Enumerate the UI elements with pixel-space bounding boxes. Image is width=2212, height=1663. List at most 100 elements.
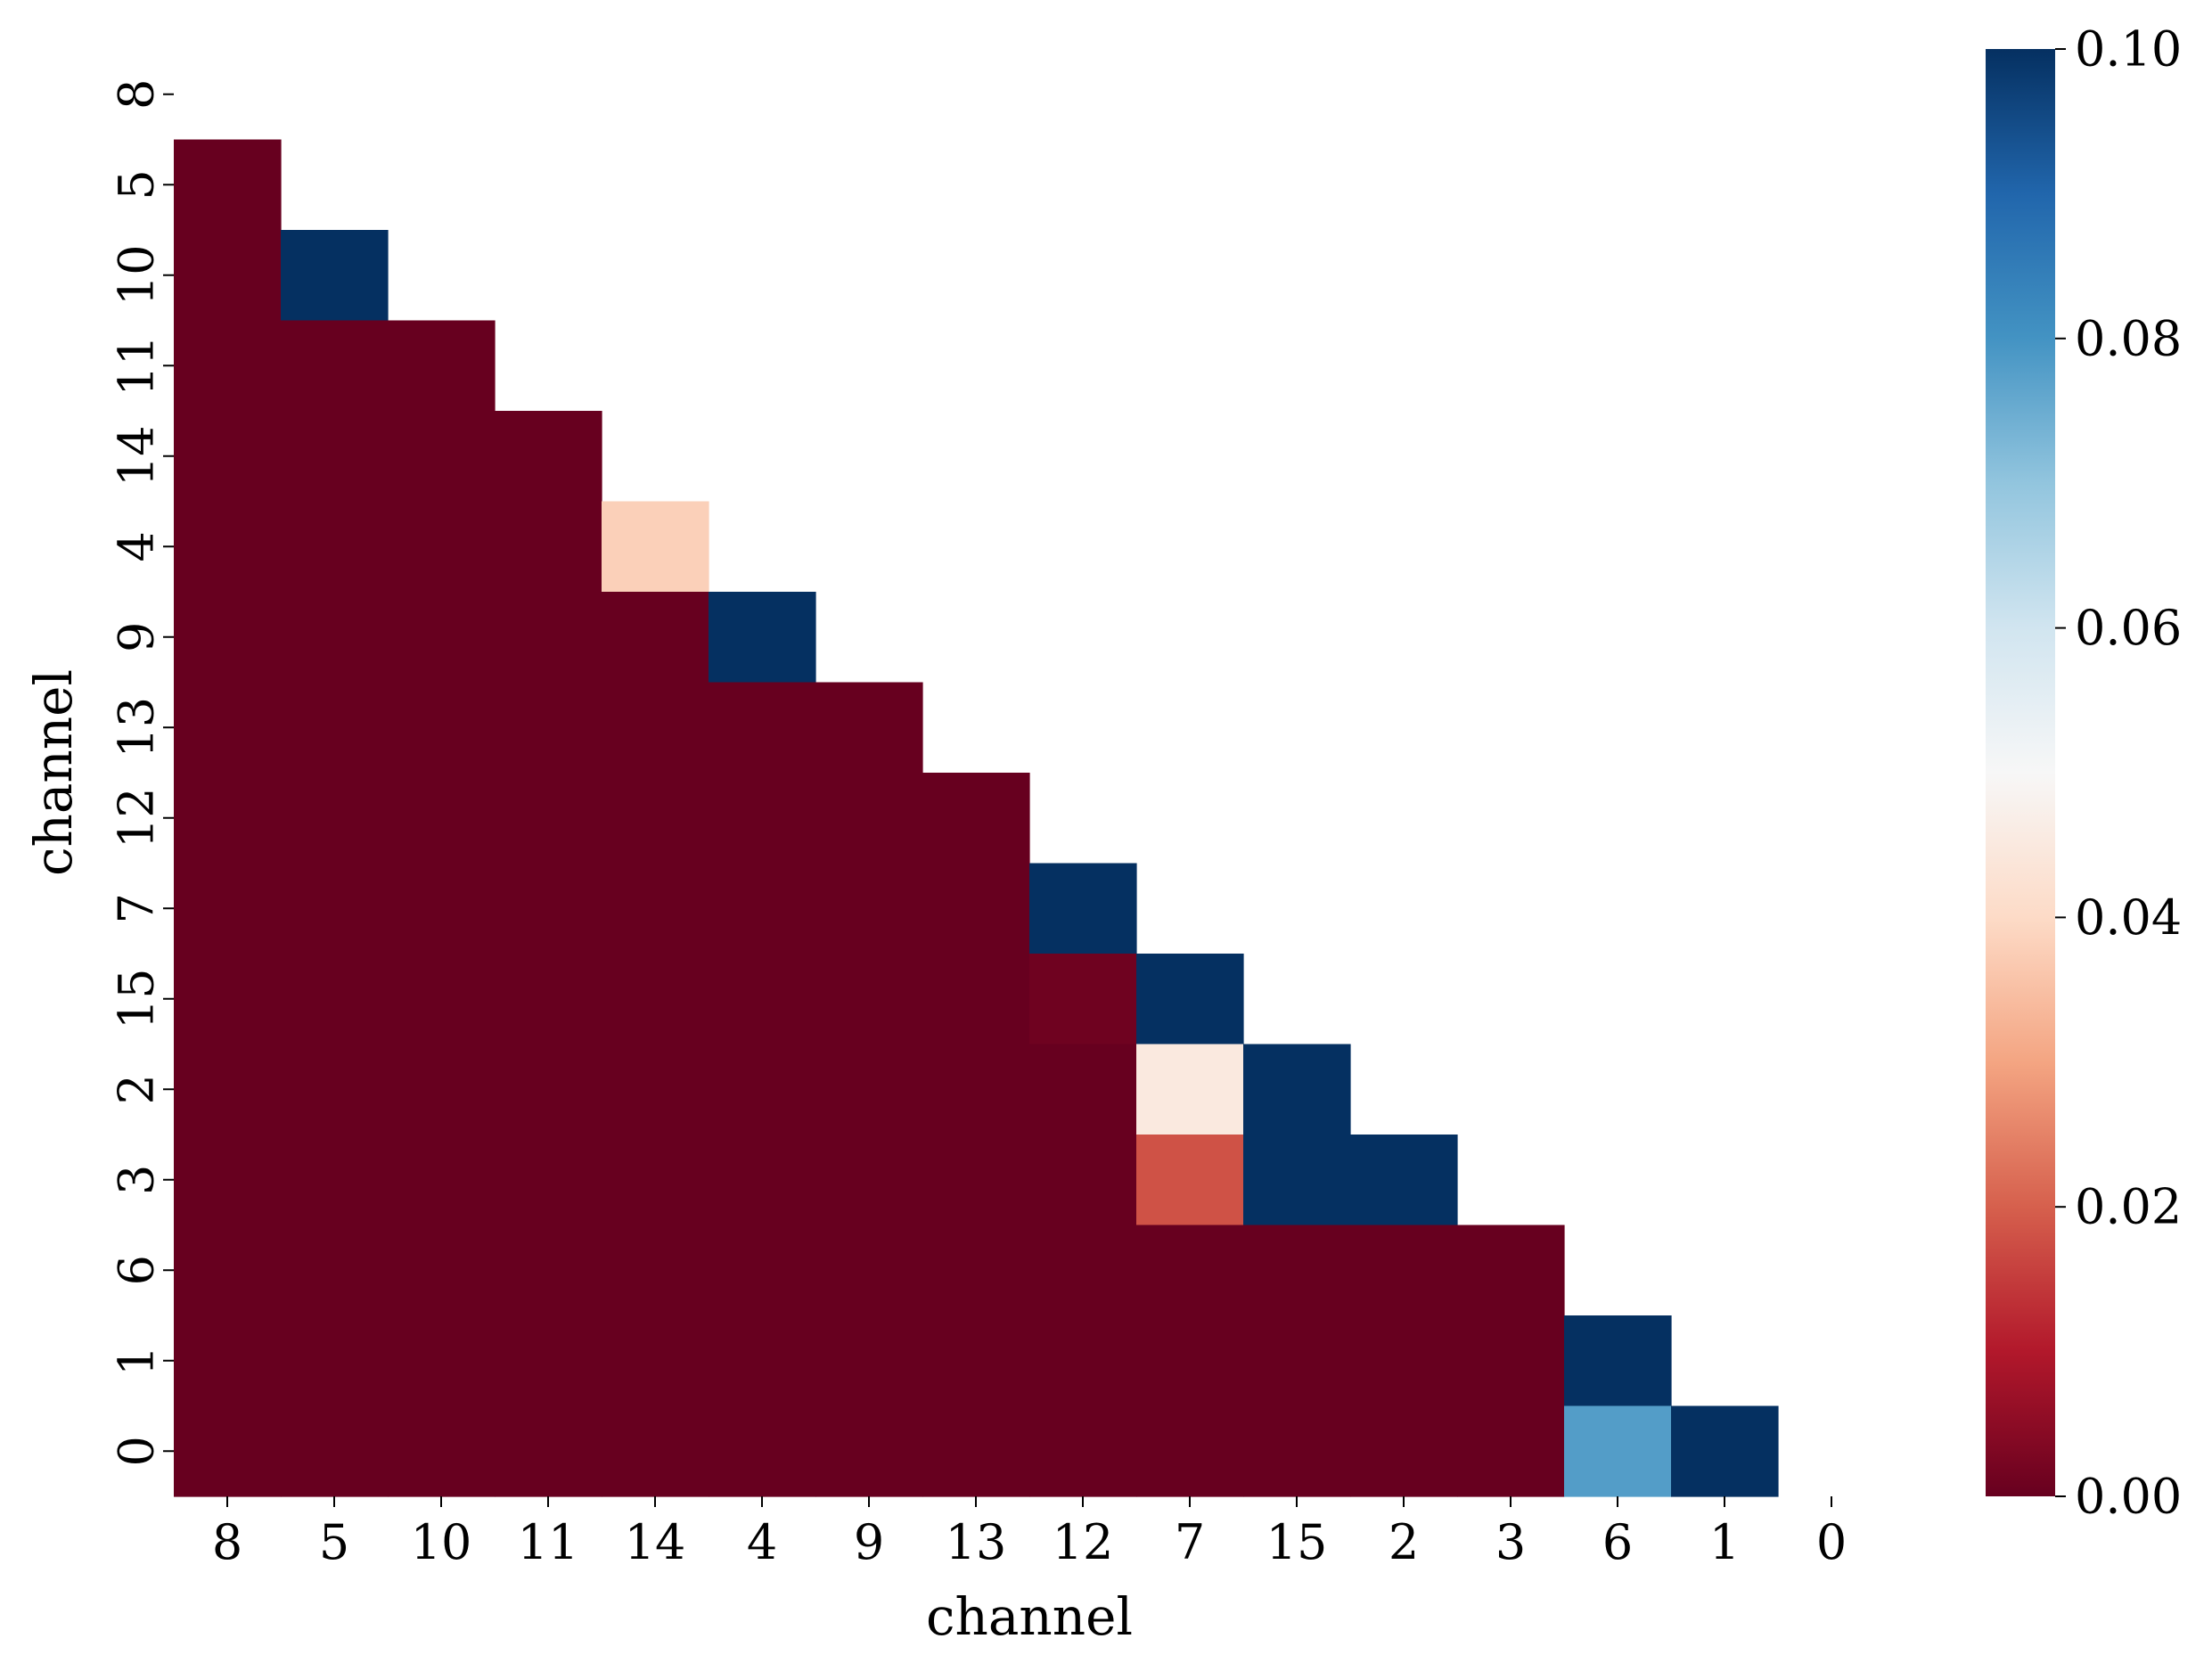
- heatmap-cell: [1029, 954, 1137, 1045]
- heatmap-cell: [281, 592, 389, 684]
- heatmap-cell: [815, 863, 923, 954]
- heatmap-cell: [1136, 1315, 1244, 1407]
- heatmap-cell: [281, 1225, 389, 1316]
- heatmap-cell: [815, 1044, 923, 1135]
- heatmap-cell: [495, 1315, 602, 1407]
- heatmap-cell: [709, 682, 816, 774]
- heatmap-cell: [281, 954, 389, 1045]
- heatmap-cell: [388, 592, 496, 684]
- heatmap-cell: [281, 1405, 389, 1497]
- y-tick-label: 7: [109, 893, 165, 923]
- x-tick-label: 8: [212, 1514, 242, 1570]
- heatmap-cell: [388, 1044, 496, 1135]
- heatmap-cell: [281, 320, 389, 412]
- heatmap-cells: [174, 139, 1779, 1497]
- heatmap-cell: [922, 1405, 1030, 1497]
- heatmap-cell: [388, 1405, 496, 1497]
- heatmap-cell: [709, 1135, 816, 1226]
- heatmap-cell: [1243, 1135, 1351, 1226]
- y-tick-label: 5: [109, 169, 165, 200]
- heatmap-cell: [1029, 1225, 1137, 1316]
- heatmap-cell: [495, 501, 602, 593]
- heatmap-cell: [1136, 1405, 1244, 1497]
- heatmap-cell: [495, 682, 602, 774]
- heatmap-cell: [1350, 1135, 1458, 1226]
- heatmap-cell: [602, 592, 709, 684]
- heatmap-cell: [281, 863, 389, 954]
- heatmap-cell: [602, 954, 709, 1045]
- x-tick-label: 14: [625, 1514, 686, 1570]
- heatmap-cell: [815, 954, 923, 1045]
- heatmap-cell: [815, 773, 923, 864]
- colorbar-ticks: 0.00 0.02 0.04 0.06 0.08 0.10: [2055, 21, 2182, 1525]
- heatmap-cell: [922, 1315, 1030, 1407]
- colorbar-tick-label: 0.00: [2075, 1469, 2182, 1525]
- colorbar: [1986, 49, 2055, 1496]
- heatmap-cell: [495, 1405, 602, 1497]
- y-tick-label: 14: [109, 425, 165, 487]
- heatmap-cell: [174, 682, 282, 774]
- heatmap-cell: [174, 230, 282, 322]
- heatmap-cell: [174, 1225, 282, 1316]
- heatmap-cell: [281, 1044, 389, 1135]
- heatmap-cell: [709, 863, 816, 954]
- heatmap-cell: [1029, 863, 1137, 954]
- heatmap-cell: [602, 1225, 709, 1316]
- heatmap-cell: [602, 1315, 709, 1407]
- heatmap-cell: [1243, 1405, 1351, 1497]
- heatmap-cell: [495, 773, 602, 864]
- heatmap-cell: [709, 592, 816, 684]
- heatmap-cell: [388, 1315, 496, 1407]
- heatmap-cell: [174, 592, 282, 684]
- heatmap-cell: [1350, 1225, 1458, 1316]
- heatmap-cell: [174, 1315, 282, 1407]
- x-tick-label: 15: [1266, 1514, 1328, 1570]
- heatmap-cell: [815, 1315, 923, 1407]
- heatmap-cell: [1029, 1044, 1137, 1135]
- x-tick-label: 2: [1389, 1514, 1419, 1570]
- heatmap-cell: [174, 1135, 282, 1226]
- heatmap-cell: [922, 954, 1030, 1045]
- colorbar-tick-label: 0.02: [2075, 1179, 2182, 1235]
- colorbar-tick-label: 0.06: [2075, 600, 2182, 656]
- heatmap-cell: [1243, 1315, 1351, 1407]
- heatmap-cell: [815, 682, 923, 774]
- heatmap-cell: [709, 773, 816, 864]
- y-tick-label: 3: [109, 1165, 165, 1195]
- heatmap-cell: [281, 230, 389, 322]
- heatmap-cell: [602, 682, 709, 774]
- heatmap-cell: [174, 1044, 282, 1135]
- heatmap-cell: [388, 1225, 496, 1316]
- heatmap-cell: [495, 592, 602, 684]
- x-tick-label: 11: [518, 1514, 579, 1570]
- heatmap-cell: [1136, 1044, 1244, 1135]
- heatmap-cell: [1029, 1135, 1137, 1226]
- heatmap-cell: [281, 682, 389, 774]
- heatmap-cell: [922, 773, 1030, 864]
- x-tick-label: 9: [854, 1514, 884, 1570]
- heatmap-cell: [1457, 1405, 1565, 1497]
- heatmap-cell: [1136, 1135, 1244, 1226]
- heatmap-cell: [174, 139, 282, 231]
- heatmap-cell: [388, 411, 496, 503]
- heatmap-cell: [1671, 1405, 1779, 1497]
- heatmap-cell: [709, 1405, 816, 1497]
- heatmap-cell: [1136, 1225, 1244, 1316]
- heatmap-cell: [709, 1044, 816, 1135]
- y-tick-label: 10: [109, 244, 165, 306]
- heatmap-cell: [174, 411, 282, 503]
- x-tick-label: 13: [946, 1514, 1007, 1570]
- heatmap-cell: [174, 773, 282, 864]
- x-tick-label: 10: [411, 1514, 472, 1570]
- heatmap-cell: [1564, 1405, 1672, 1497]
- heatmap-cell: [495, 1135, 602, 1226]
- x-tick-label: 7: [1175, 1514, 1205, 1570]
- heatmap-cell: [495, 863, 602, 954]
- heatmap-cell: [1564, 1315, 1672, 1407]
- heatmap-cell: [388, 1135, 496, 1226]
- heatmap-cell: [388, 954, 496, 1045]
- y-tick-label: 2: [109, 1074, 165, 1104]
